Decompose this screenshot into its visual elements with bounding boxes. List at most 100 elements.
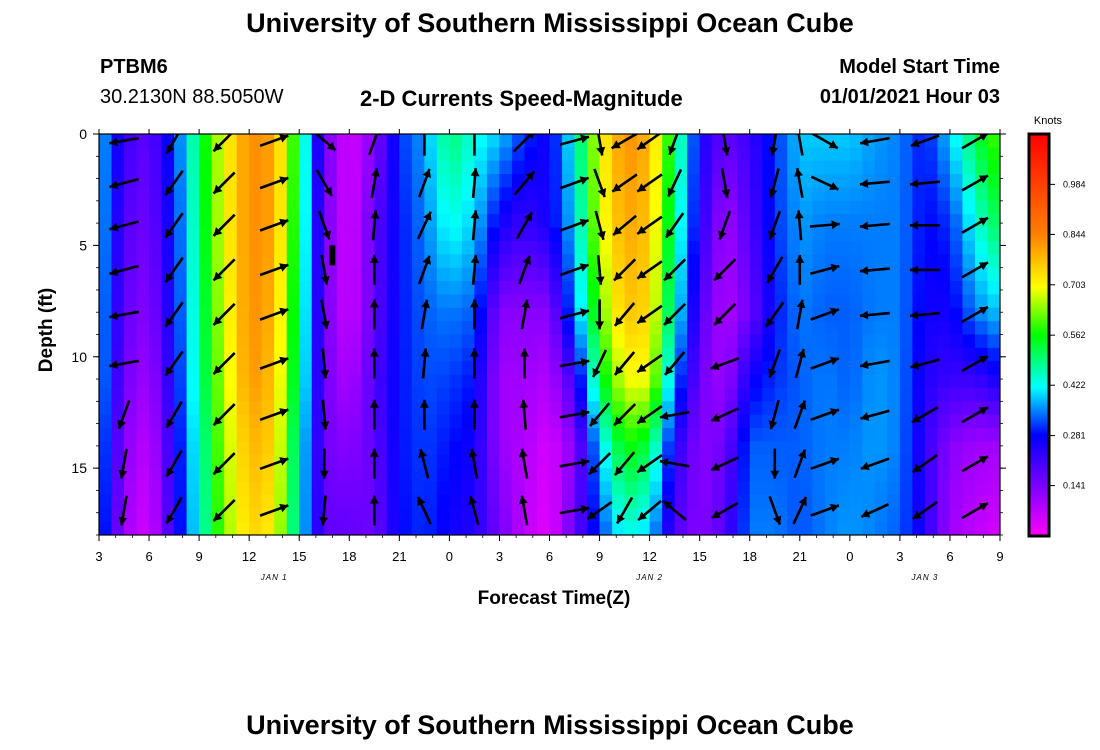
heat-cell	[912, 200, 926, 215]
heat-cell	[874, 294, 888, 309]
heat-cell	[562, 414, 576, 429]
velocity-arrow	[468, 448, 479, 479]
x-tick-label: 6	[546, 549, 553, 564]
velocity-arrow	[164, 169, 184, 197]
heat-cell	[186, 214, 200, 229]
heat-cell	[887, 374, 901, 389]
heat-cell	[849, 454, 863, 469]
velocity-arrow	[636, 353, 663, 374]
heat-cell	[286, 294, 300, 309]
heat-cell	[436, 187, 450, 202]
heat-cell	[486, 374, 501, 389]
heat-cell	[374, 334, 388, 349]
heat-cell	[386, 361, 400, 376]
heat-cell	[737, 428, 751, 443]
heat-cell	[624, 321, 638, 336]
heat-cell	[499, 267, 513, 282]
heat-cell	[499, 294, 513, 309]
heat-cell	[311, 387, 325, 402]
heat-cell	[436, 387, 450, 402]
velocity-arrow	[961, 134, 989, 150]
heat-cell	[199, 227, 213, 242]
heat-cell	[486, 134, 501, 148]
heat-cell	[837, 187, 851, 202]
heat-cell	[837, 454, 851, 469]
heat-cell	[236, 508, 250, 523]
heat-cell	[461, 521, 476, 535]
heat-cell	[111, 334, 125, 349]
heat-cell	[124, 147, 138, 162]
heat-cell	[849, 334, 863, 349]
heat-cell	[774, 147, 788, 162]
heat-cell	[324, 441, 338, 456]
heat-cell	[99, 347, 113, 362]
heat-cell	[774, 454, 788, 469]
heat-cell	[887, 468, 901, 483]
heat-cell	[174, 281, 188, 295]
heat-cell	[987, 200, 1000, 215]
heat-cell	[174, 160, 188, 175]
heat-cell	[599, 294, 613, 309]
heat-cell	[649, 347, 663, 362]
heat-cell	[887, 387, 901, 402]
heat-cell	[862, 441, 876, 456]
heat-cell	[99, 521, 113, 535]
heat-cell	[937, 281, 951, 295]
heat-cell	[724, 254, 738, 269]
velocity-arrow	[909, 265, 940, 275]
heat-cell	[199, 134, 213, 148]
heat-cell	[261, 521, 275, 535]
heat-cell	[874, 441, 888, 456]
heat-cell	[224, 281, 238, 295]
heat-cell	[111, 428, 125, 443]
heat-cell	[124, 347, 138, 362]
heat-cell	[474, 414, 488, 429]
heat-cell	[399, 494, 413, 509]
arrow-head	[166, 144, 175, 154]
heat-cell	[386, 387, 400, 402]
velocity-arrow	[109, 220, 139, 232]
heat-cell	[336, 454, 350, 469]
heat-cell	[787, 134, 801, 148]
arrow-head	[766, 317, 775, 327]
arrow-head	[118, 516, 128, 526]
heat-cell	[411, 160, 425, 175]
heat-cell	[511, 160, 526, 175]
heat-cell	[411, 387, 425, 402]
speed-heatmap	[99, 134, 1000, 535]
arrow-head	[711, 413, 721, 422]
arrow-head	[978, 306, 988, 315]
heat-cell	[874, 147, 888, 162]
heat-cell	[486, 454, 501, 469]
heat-cell	[649, 441, 663, 456]
heat-cell	[224, 414, 238, 429]
heat-cell	[762, 334, 776, 349]
heat-cell	[549, 334, 563, 349]
heat-cell	[849, 508, 863, 523]
heat-cell	[136, 254, 150, 269]
heat-cell	[336, 521, 350, 535]
heat-cell	[161, 428, 175, 443]
heat-cell	[837, 281, 851, 295]
arrow-head	[831, 220, 840, 230]
heat-cell	[174, 468, 188, 483]
heat-cell	[486, 307, 501, 322]
heat-cell	[286, 227, 300, 242]
heat-cell	[336, 294, 350, 309]
heat-cell	[737, 414, 751, 429]
velocity-arrow	[859, 310, 890, 320]
arrow-head	[595, 321, 605, 330]
arrow-head	[666, 228, 675, 238]
heat-cell	[224, 147, 238, 162]
heat-cell	[349, 494, 363, 509]
velocity-arrow	[418, 448, 430, 479]
heat-cell	[349, 281, 363, 295]
velocity-arrow	[664, 212, 685, 239]
heat-cell	[987, 147, 1000, 162]
heat-cell	[324, 508, 338, 523]
heat-cell	[887, 227, 901, 242]
arrow-head	[580, 458, 590, 467]
heat-cell	[186, 334, 200, 349]
heat-cell	[511, 200, 526, 215]
heat-cell	[149, 147, 163, 162]
